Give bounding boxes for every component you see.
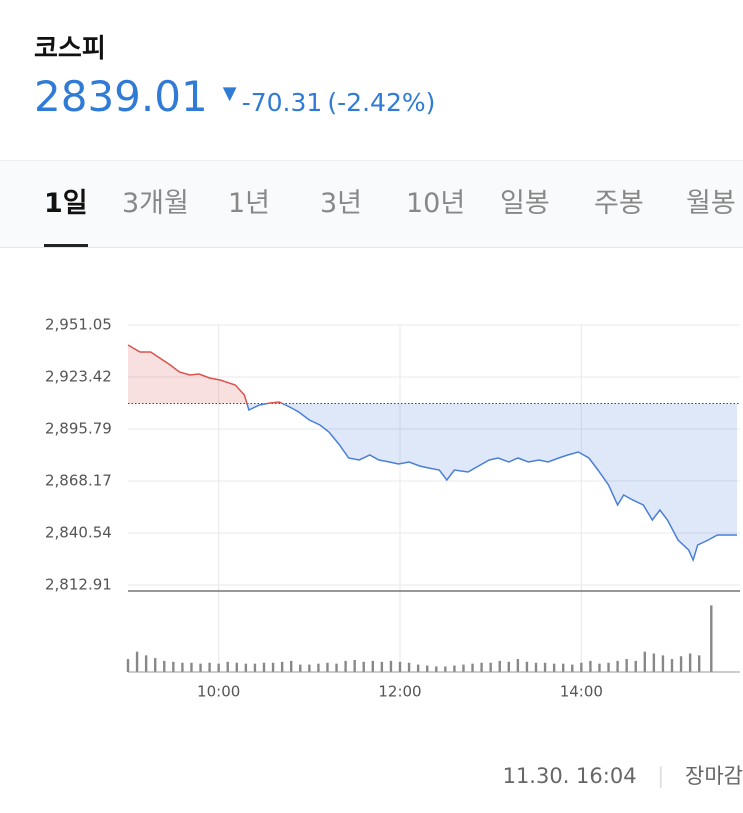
tab[interactable]: 3년 (320, 188, 363, 219)
volume-bar (616, 660, 619, 672)
volume-bar (652, 653, 656, 672)
tab[interactable]: 1년 (228, 188, 271, 219)
x-tick-label: 10:00 (197, 683, 240, 701)
tab[interactable]: 월봉 (686, 188, 736, 219)
volume-bar (244, 663, 248, 672)
volume-bar (525, 661, 529, 672)
price-line (127, 344, 737, 563)
volume-bar (135, 651, 139, 672)
volume-bar (625, 659, 628, 672)
volume-bar (471, 663, 474, 672)
change: -70.31 (241, 88, 323, 117)
volume-bar (253, 663, 257, 672)
volume-bar (271, 662, 275, 672)
volume-bar (190, 662, 193, 672)
volume-bar (380, 661, 384, 672)
volume-bar (208, 662, 211, 672)
y-tick-label: 2,840.54 (45, 523, 112, 541)
change-pct: (-2.42%) (327, 88, 436, 117)
price-row: 2839.01 ▼ -70.31 (-2.42%) (34, 72, 435, 121)
price: 2839.01 (34, 72, 208, 121)
volume-bar (607, 662, 610, 672)
footer: 11.30. 16:04 | 장마감 (503, 760, 743, 790)
volume-bar (126, 659, 130, 672)
x-tick-label: 14:00 (560, 683, 603, 701)
volume-bar (262, 662, 266, 672)
volume-bar (144, 655, 148, 672)
volume-bar (580, 662, 583, 672)
volume-bar (710, 605, 713, 672)
x-tick-label: 12:00 (378, 683, 421, 701)
volume-bar (398, 661, 402, 672)
volume-bar (444, 666, 447, 672)
volume-bar (353, 659, 356, 672)
volume-bar (688, 653, 692, 672)
period-tabs: 1일 3개월 1년 3년 10년 일봉 주봉 월봉 (0, 160, 743, 248)
volume-bar (598, 663, 601, 672)
volume-bar (362, 661, 365, 672)
volume-bar (199, 663, 202, 672)
volume-bar (552, 663, 556, 672)
volume-bar (371, 660, 374, 672)
volume-bar (516, 659, 520, 672)
volume-bar (571, 664, 574, 672)
volume-bar (679, 656, 683, 672)
volume-bar (163, 660, 166, 672)
volume-bar (698, 655, 701, 672)
volume-bar (489, 662, 492, 672)
volume-bar (543, 662, 547, 672)
volume-bar (317, 663, 320, 672)
volume-bar (407, 662, 411, 672)
volume-bar (507, 661, 510, 672)
volume-bar (326, 662, 329, 672)
volume-bar (226, 661, 229, 672)
volume-bar (498, 660, 501, 672)
volume-bar (154, 658, 157, 672)
separator: | (657, 764, 665, 788)
volume-bar (661, 655, 665, 672)
y-tick-label: 2,923.42 (45, 368, 112, 386)
y-tick-label: 2,868.17 (45, 471, 112, 489)
tab[interactable]: 주봉 (594, 188, 644, 219)
volume-bar (462, 664, 465, 672)
volume-bar (480, 662, 483, 672)
volume-bar (670, 659, 674, 672)
volume-bar (453, 665, 456, 672)
volume-bar (181, 662, 184, 672)
volume-bar (299, 664, 302, 672)
volume-bar (335, 663, 338, 672)
volume-bar (589, 660, 592, 672)
volume-bar (280, 661, 284, 672)
volume-bar (426, 665, 429, 672)
volume-bar (389, 660, 393, 672)
volume-bar (344, 660, 347, 672)
volume-bar (217, 663, 220, 672)
tab[interactable]: 1일 (44, 161, 88, 247)
market-status: 장마감 (685, 764, 743, 788)
tab[interactable]: 일봉 (500, 188, 550, 219)
volume-bar (172, 661, 175, 672)
volume-bar (634, 660, 637, 672)
down-arrow: ▼ (222, 83, 237, 104)
y-tick-label: 2,895.79 (45, 420, 112, 438)
volume-bar (534, 662, 538, 672)
area (128, 345, 737, 561)
volume-bar (562, 663, 565, 672)
volume-bar (643, 651, 646, 672)
volume-bar (290, 660, 293, 672)
volume-bar (435, 666, 438, 672)
y-tick-label: 2,951.05 (45, 316, 112, 334)
chart: 2,951.05 2,923.42 2,895.79 2,868.17 2,840.54… (45, 316, 740, 701)
index-name: 코스피 (34, 34, 106, 64)
volume-bar (416, 664, 420, 672)
update-time: 11.30. 16:04 (502, 764, 637, 788)
tab[interactable]: 10년 (406, 188, 466, 219)
volume-bar (235, 662, 238, 672)
y-tick-label: 2,812.91 (45, 576, 112, 594)
tab[interactable]: 3개월 (122, 188, 189, 219)
volume-bar (308, 664, 311, 672)
